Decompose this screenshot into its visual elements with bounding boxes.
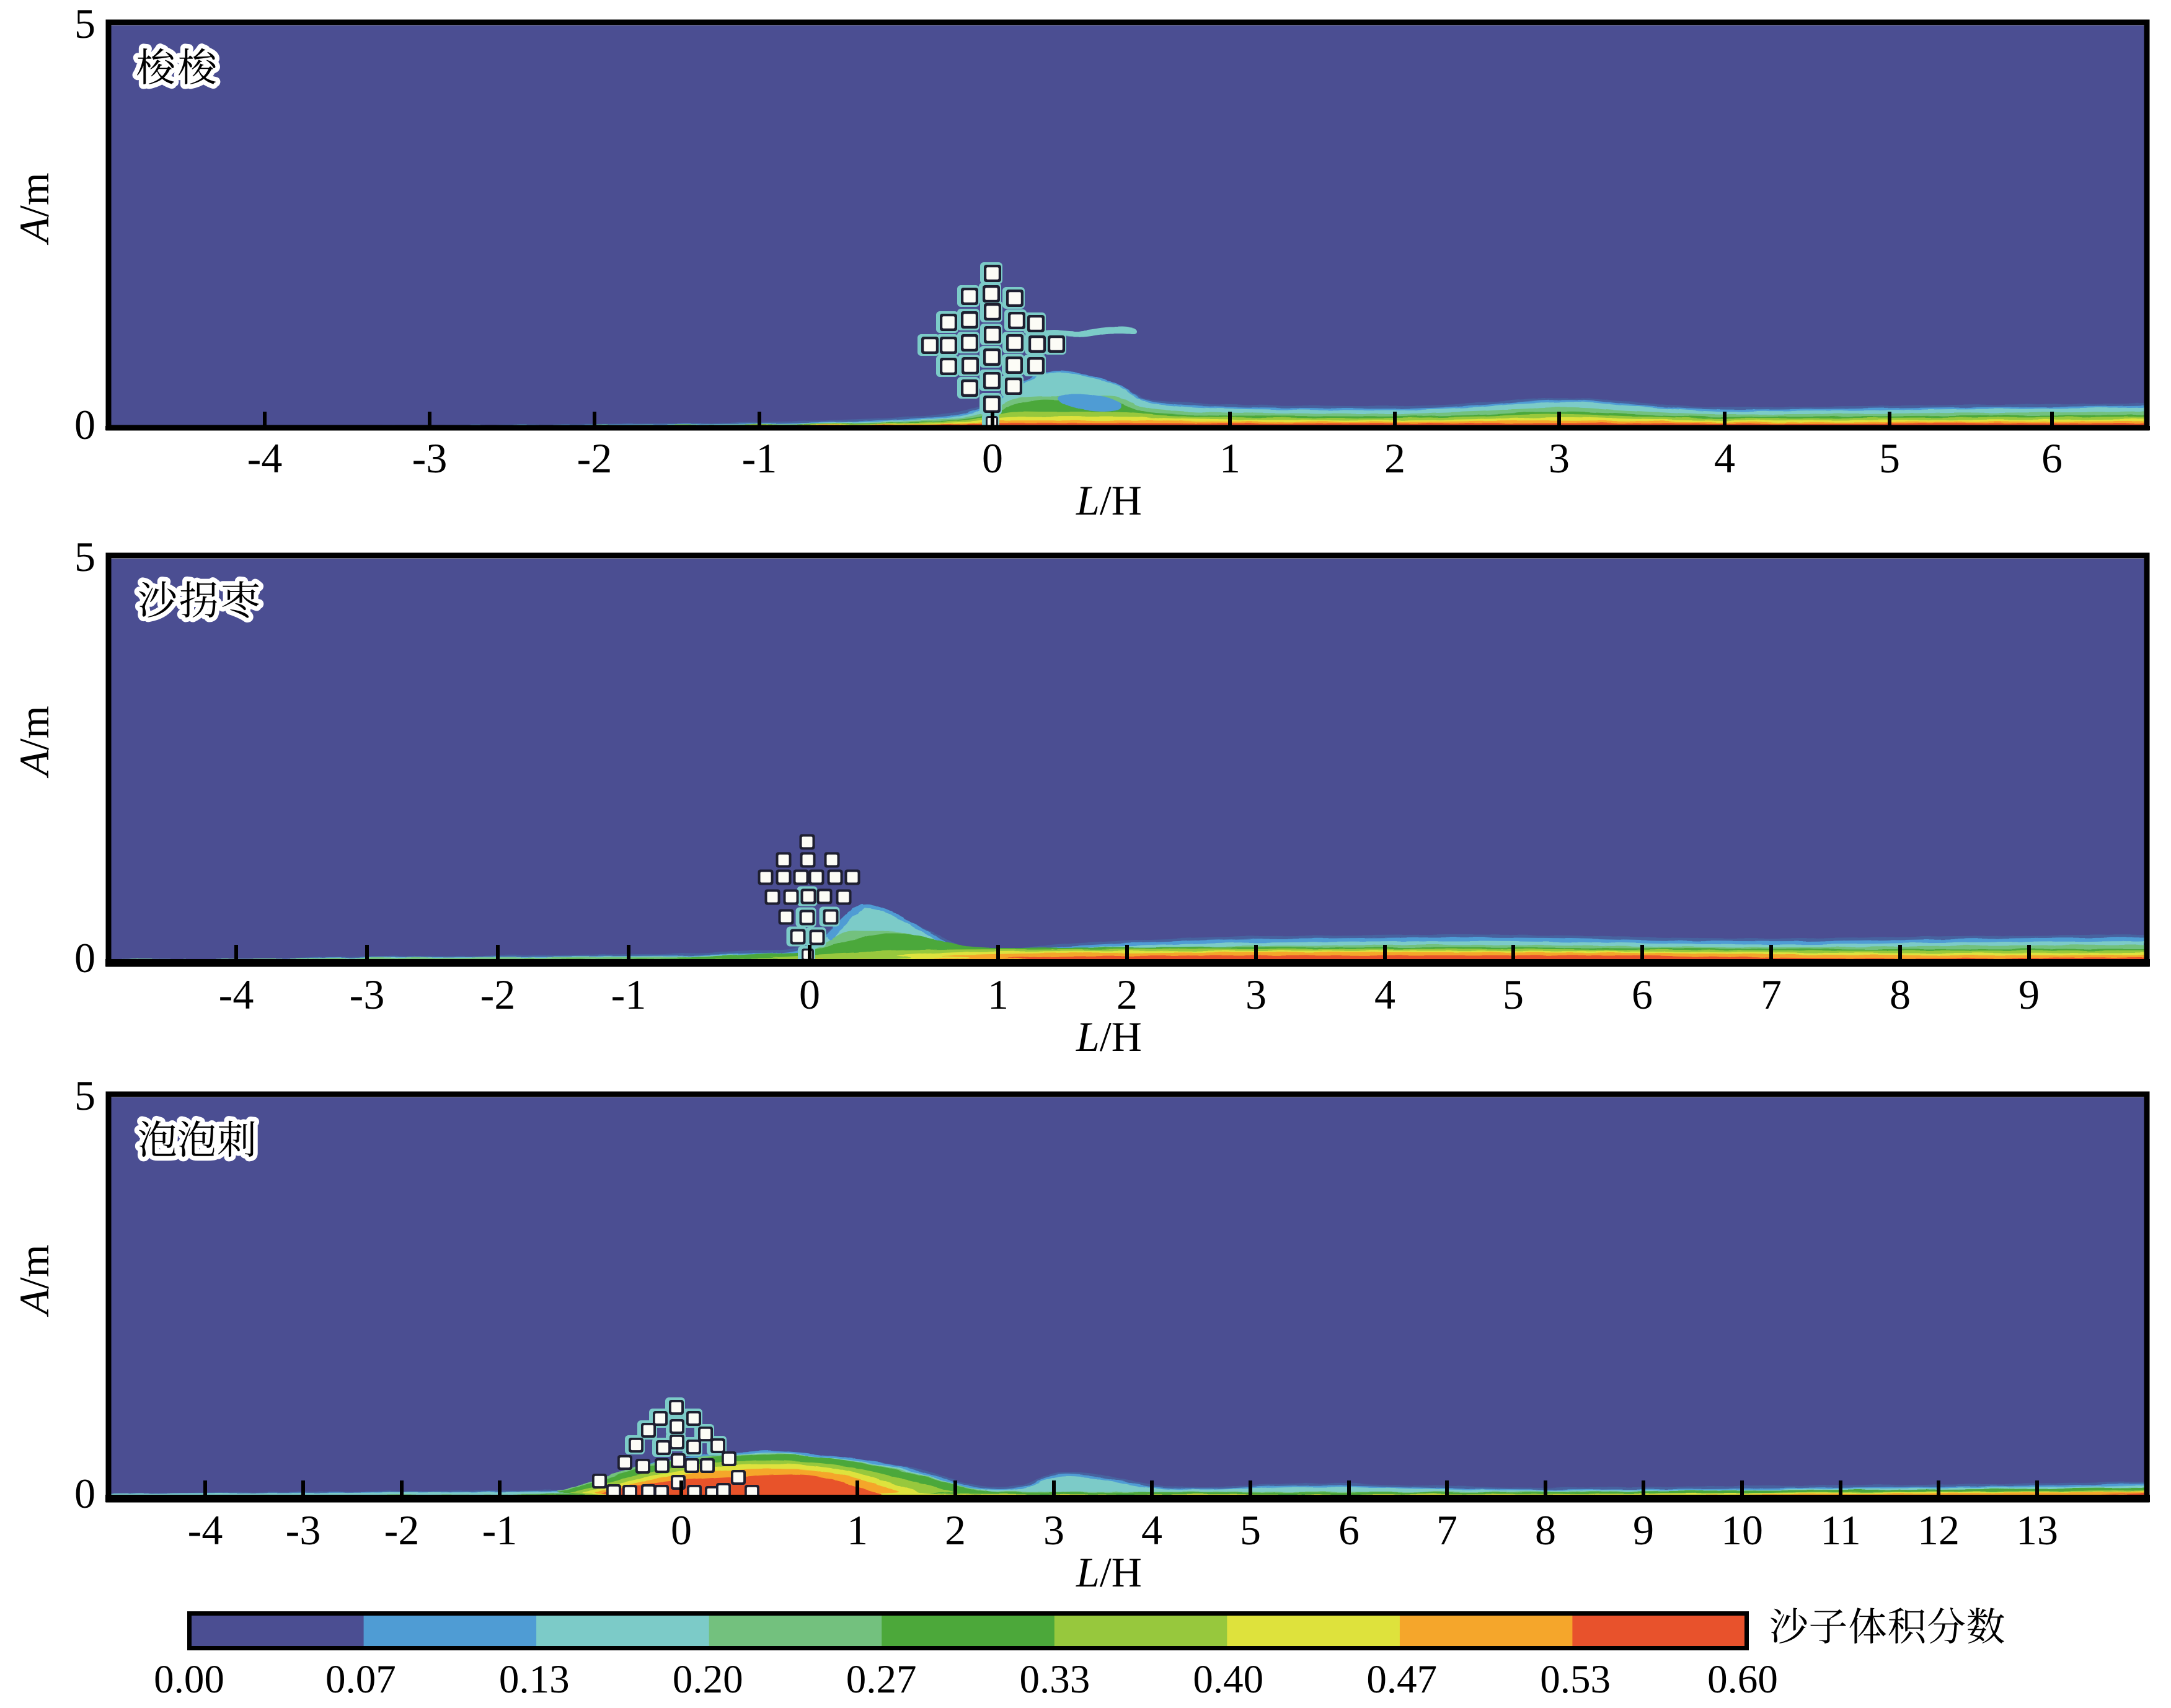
svg-text:6: 6 <box>1338 1507 1360 1554</box>
svg-text:7: 7 <box>1436 1507 1457 1554</box>
svg-text:2: 2 <box>1116 971 1138 1018</box>
svg-text:7: 7 <box>1761 971 1782 1018</box>
svg-text:11: 11 <box>1820 1507 1860 1554</box>
svg-text:0.60: 0.60 <box>1707 1657 1778 1702</box>
svg-text:5: 5 <box>74 1072 95 1119</box>
svg-text:10: 10 <box>1721 1507 1763 1554</box>
svg-text:0.07: 0.07 <box>325 1657 396 1702</box>
svg-text:2: 2 <box>1384 435 1405 482</box>
svg-text:-2: -2 <box>480 971 516 1018</box>
svg-text:0: 0 <box>74 934 95 981</box>
svg-text:4: 4 <box>1141 1507 1162 1554</box>
svg-text:5: 5 <box>1240 1507 1261 1554</box>
svg-text:L/H: L/H <box>1076 1013 1142 1060</box>
svg-text:0.40: 0.40 <box>1193 1657 1263 1702</box>
svg-text:4: 4 <box>1714 435 1735 482</box>
svg-text:3: 3 <box>1549 435 1570 482</box>
svg-text:0.47: 0.47 <box>1366 1657 1437 1702</box>
svg-text:2: 2 <box>945 1507 966 1554</box>
svg-text:9: 9 <box>1633 1507 1654 1554</box>
svg-text:0: 0 <box>799 971 820 1018</box>
svg-text:9: 9 <box>2018 971 2040 1018</box>
svg-text:0: 0 <box>671 1507 692 1554</box>
svg-text:-1: -1 <box>482 1507 518 1554</box>
svg-text:0.53: 0.53 <box>1540 1657 1611 1702</box>
svg-text:-2: -2 <box>384 1507 420 1554</box>
svg-text:-1: -1 <box>742 435 777 482</box>
svg-text:-4: -4 <box>188 1507 223 1554</box>
svg-text:L/H: L/H <box>1076 477 1142 524</box>
svg-text:0.20: 0.20 <box>673 1657 743 1702</box>
svg-text:13: 13 <box>2016 1507 2058 1554</box>
svg-text:A/m: A/m <box>11 1244 58 1317</box>
svg-text:0: 0 <box>74 1470 95 1517</box>
svg-text:-3: -3 <box>350 971 385 1018</box>
svg-text:0.13: 0.13 <box>499 1657 570 1702</box>
svg-text:5: 5 <box>1503 971 1524 1018</box>
svg-text:3: 3 <box>1043 1507 1064 1554</box>
svg-text:8: 8 <box>1535 1507 1556 1554</box>
svg-text:0.00: 0.00 <box>154 1657 224 1702</box>
svg-text:5: 5 <box>74 533 95 580</box>
svg-text:-4: -4 <box>219 971 254 1018</box>
svg-text:0: 0 <box>982 435 1003 482</box>
svg-text:-3: -3 <box>412 435 448 482</box>
svg-text:0.27: 0.27 <box>846 1657 917 1702</box>
svg-text:A/m: A/m <box>11 706 58 778</box>
svg-text:-3: -3 <box>286 1507 321 1554</box>
svg-text:-1: -1 <box>611 971 647 1018</box>
svg-text:6: 6 <box>2041 435 2063 482</box>
svg-text:8: 8 <box>1890 971 1911 1018</box>
svg-text:L/H: L/H <box>1076 1549 1142 1596</box>
svg-text:A/m: A/m <box>11 172 58 245</box>
svg-text:0.33: 0.33 <box>1020 1657 1090 1702</box>
svg-text:-2: -2 <box>577 435 612 482</box>
svg-text:5: 5 <box>74 0 95 47</box>
svg-text:1: 1 <box>988 971 1009 1018</box>
svg-text:-4: -4 <box>247 435 283 482</box>
svg-text:3: 3 <box>1245 971 1267 1018</box>
svg-text:12: 12 <box>1917 1507 1960 1554</box>
svg-text:1: 1 <box>847 1507 868 1554</box>
svg-text:6: 6 <box>1632 971 1653 1018</box>
svg-text:1: 1 <box>1219 435 1240 482</box>
svg-text:5: 5 <box>1879 435 1900 482</box>
svg-text:0: 0 <box>74 401 95 448</box>
svg-text:4: 4 <box>1374 971 1395 1018</box>
